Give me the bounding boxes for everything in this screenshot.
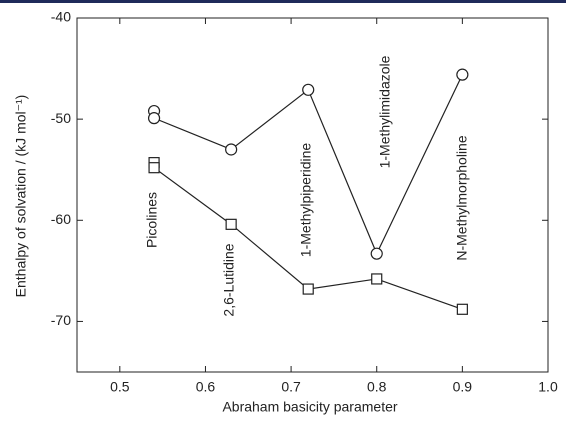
data-point bbox=[371, 273, 383, 285]
data-point bbox=[456, 68, 469, 81]
plot-frame bbox=[76, 17, 549, 373]
annotation: 1-Methylimidazole bbox=[377, 55, 393, 168]
x-tick-label: 0.8 bbox=[367, 379, 387, 395]
x-tick-label: 0.7 bbox=[281, 379, 301, 395]
y-tick-label: -50 bbox=[51, 110, 71, 126]
annotation: N-Methylmorpholine bbox=[454, 135, 470, 260]
data-point bbox=[370, 247, 383, 260]
data-point bbox=[225, 218, 237, 230]
top-border bbox=[0, 0, 566, 3]
data-point bbox=[456, 303, 468, 315]
x-axis-label: Abraham basicity parameter bbox=[222, 399, 397, 415]
x-tick-label: 1.0 bbox=[538, 379, 558, 395]
y-tick-label: -70 bbox=[51, 312, 71, 328]
data-point bbox=[148, 162, 160, 174]
x-tick-label: 0.9 bbox=[453, 379, 473, 395]
y-tick-label: -60 bbox=[51, 211, 71, 227]
data-point bbox=[302, 283, 314, 295]
data-point bbox=[225, 143, 238, 156]
annotation: 1-Methylpiperidine bbox=[298, 143, 314, 258]
x-tick-label: 0.5 bbox=[110, 379, 130, 395]
data-point bbox=[147, 112, 161, 125]
y-axis-label: Enthalpy of solvation / (kJ mol⁻¹) bbox=[13, 95, 29, 298]
x-tick-label: 0.6 bbox=[196, 379, 216, 395]
annotation: 2,6-Lutidine bbox=[221, 243, 237, 316]
y-tick-label: -40 bbox=[51, 9, 71, 25]
data-point bbox=[302, 83, 315, 96]
annotation: Picolines bbox=[144, 192, 160, 248]
